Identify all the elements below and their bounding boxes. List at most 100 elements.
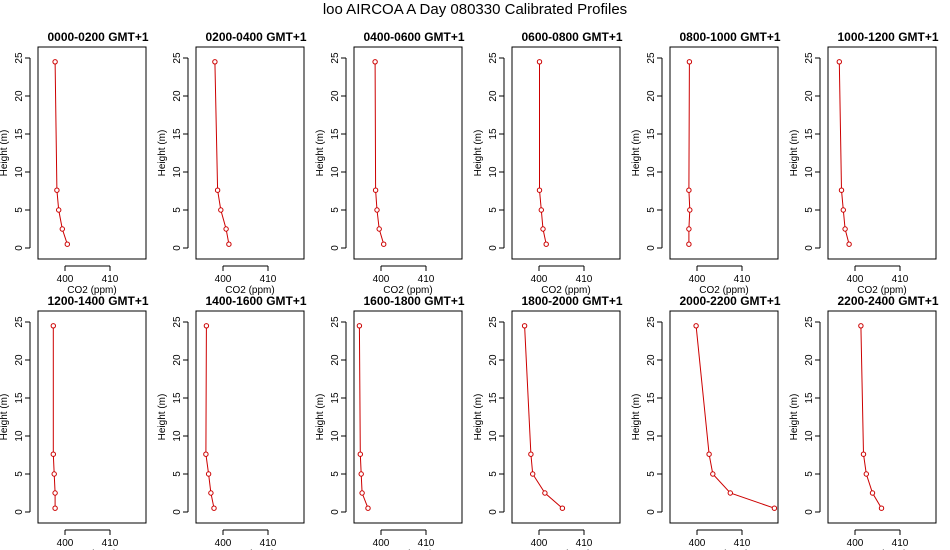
data-point [365, 505, 371, 511]
y-axis-label: Height (m) [0, 394, 10, 441]
y-tick-label: 20 [330, 90, 341, 102]
data-point [540, 226, 546, 232]
y-tick-label: 5 [330, 471, 341, 477]
y-axis-label: Height (m) [631, 130, 642, 177]
x-tick-label: 410 [734, 538, 751, 549]
y-tick-label: 20 [488, 354, 499, 366]
y-tick-label: 0 [646, 245, 657, 251]
data-point [357, 451, 363, 457]
y-axis-label: Height (m) [473, 394, 484, 441]
y-tick-label: 25 [804, 316, 815, 328]
y-tick-label: 0 [330, 245, 341, 251]
x-axis-label: CO2 (ppm) [857, 285, 906, 296]
profile-line [205, 325, 215, 509]
profile-line [695, 325, 775, 509]
plot-frame [827, 310, 937, 524]
data-point [542, 490, 548, 496]
data-point [686, 59, 693, 65]
panel-title: 0800-1000 GMT+1 [679, 30, 780, 44]
profile-line [358, 325, 369, 509]
data-point [52, 59, 58, 65]
y-tick-label: 0 [330, 509, 341, 515]
data-point [727, 490, 733, 496]
profile-line [838, 61, 850, 245]
y-tick-label: 25 [646, 52, 657, 64]
data-point [52, 505, 58, 511]
profile-line [860, 325, 882, 509]
data-point [686, 241, 692, 247]
x-tick-label: 410 [260, 538, 277, 549]
data-point [64, 241, 71, 247]
y-axis-label: Height (m) [157, 394, 168, 441]
y-tick-label: 20 [14, 354, 25, 366]
y-tick-label: 5 [172, 207, 183, 213]
data-point [530, 471, 536, 477]
x-tick-label: 410 [102, 538, 119, 549]
x-tick-label: 400 [531, 538, 548, 549]
y-tick-label: 15 [172, 128, 183, 140]
data-point [869, 490, 876, 496]
data-point [687, 207, 693, 213]
plot-frame [669, 46, 779, 260]
y-tick-label: 15 [804, 128, 815, 140]
data-point [543, 241, 549, 247]
x-tick-label: 410 [260, 274, 277, 285]
y-tick-label: 5 [646, 471, 657, 477]
x-tick-label: 410 [418, 274, 435, 285]
y-tick-label: 0 [14, 509, 25, 515]
x-tick-label: 400 [689, 538, 706, 549]
data-point [356, 323, 363, 329]
y-axis-label: Height (m) [0, 130, 10, 177]
profile-line [52, 325, 56, 509]
y-tick-label: 25 [804, 52, 815, 64]
data-point [521, 323, 528, 329]
y-tick-label: 20 [172, 354, 183, 366]
data-point [50, 323, 56, 329]
x-tick-label: 410 [892, 538, 909, 549]
x-tick-label: 400 [215, 274, 232, 285]
data-point [205, 471, 212, 477]
x-tick-label: 410 [418, 538, 435, 549]
y-tick-label: 5 [14, 207, 25, 213]
y-tick-label: 15 [804, 392, 815, 404]
y-tick-label: 20 [330, 354, 341, 366]
y-tick-label: 0 [14, 245, 25, 251]
data-point [860, 451, 867, 457]
y-tick-label: 10 [804, 166, 815, 178]
data-point [208, 490, 214, 496]
y-tick-label: 20 [804, 90, 815, 102]
x-tick-label: 400 [847, 274, 864, 285]
plot-frame [195, 310, 305, 524]
y-tick-label: 25 [488, 316, 499, 328]
y-tick-label: 20 [804, 354, 815, 366]
y-tick-label: 0 [172, 509, 183, 515]
y-tick-label: 10 [172, 430, 183, 442]
data-point [710, 471, 716, 477]
panel-title: 1600-1800 GMT+1 [363, 294, 464, 308]
data-point [559, 505, 566, 511]
profile-line [539, 61, 547, 245]
data-point [840, 207, 846, 213]
x-axis-label: CO2 (ppm) [699, 285, 748, 296]
data-point [59, 226, 65, 232]
data-point [50, 451, 56, 457]
data-point [536, 59, 543, 65]
x-tick-label: 400 [847, 538, 864, 549]
y-tick-label: 20 [14, 90, 25, 102]
data-point [51, 471, 57, 477]
y-tick-label: 15 [330, 392, 341, 404]
y-tick-label: 5 [646, 207, 657, 213]
profile-line [688, 61, 691, 245]
y-tick-label: 15 [172, 392, 183, 404]
panel-title: 0000-0200 GMT+1 [47, 30, 148, 44]
y-tick-label: 5 [172, 471, 183, 477]
data-point [842, 226, 848, 232]
data-point [218, 207, 224, 213]
y-tick-label: 5 [488, 471, 499, 477]
